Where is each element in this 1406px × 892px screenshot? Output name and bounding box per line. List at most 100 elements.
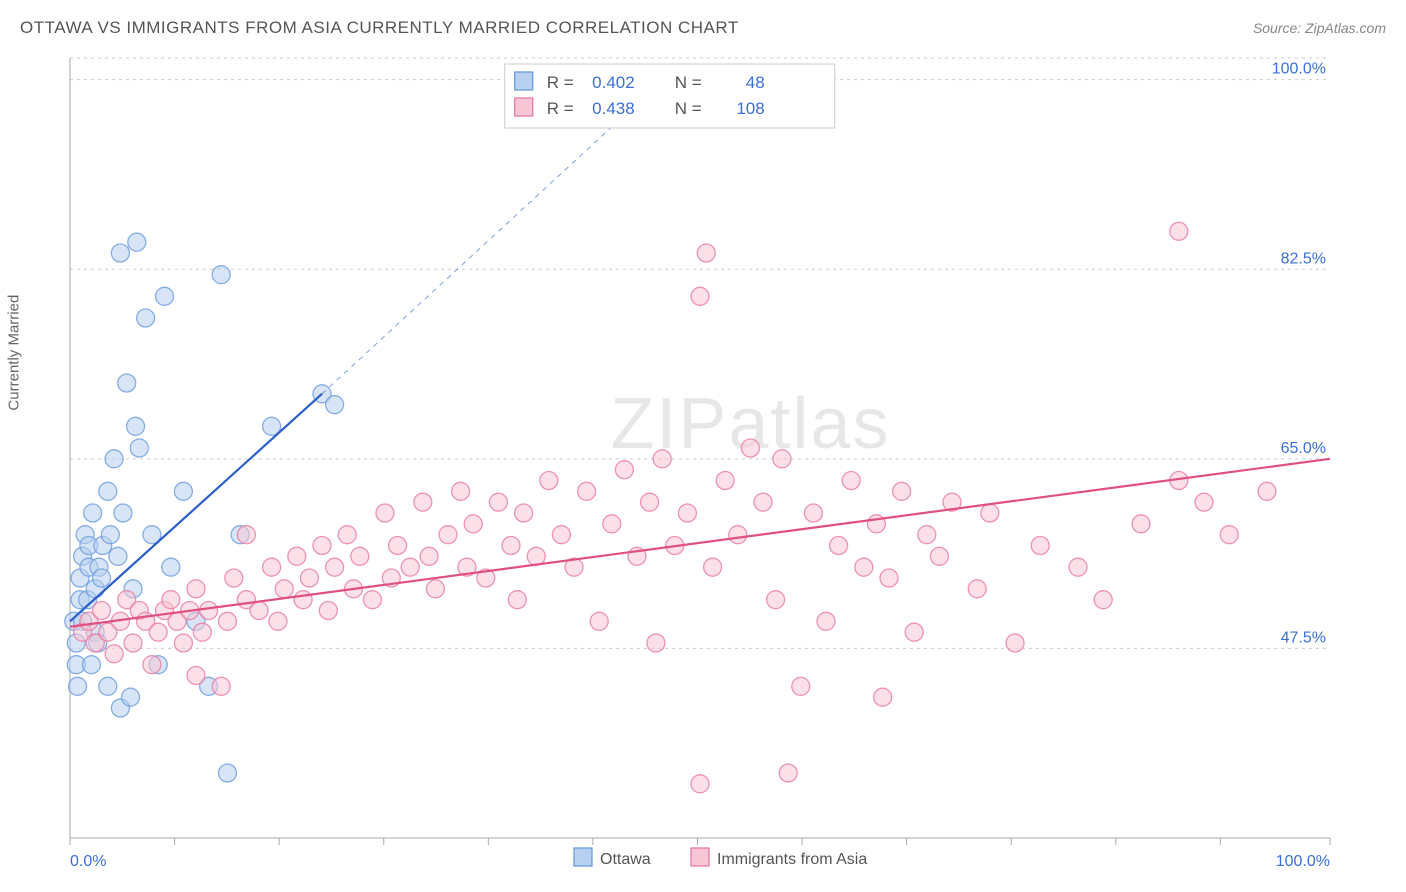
data-point xyxy=(111,244,129,262)
data-point xyxy=(93,569,111,587)
data-point xyxy=(1031,537,1049,555)
data-point xyxy=(294,591,312,609)
data-point xyxy=(389,537,407,555)
data-point xyxy=(981,504,999,522)
data-point xyxy=(363,591,381,609)
legend-r-label: R = xyxy=(547,73,574,92)
data-point xyxy=(842,472,860,490)
data-point xyxy=(187,580,205,598)
data-point xyxy=(156,287,174,305)
data-point xyxy=(326,396,344,414)
data-point xyxy=(603,515,621,533)
data-point xyxy=(855,558,873,576)
legend-n-label: N = xyxy=(675,73,702,92)
data-point xyxy=(653,450,671,468)
data-point xyxy=(817,612,835,630)
data-point xyxy=(82,656,100,674)
data-point xyxy=(326,558,344,576)
data-point xyxy=(804,504,822,522)
data-point xyxy=(174,482,192,500)
data-point xyxy=(109,547,127,565)
data-point xyxy=(515,504,533,522)
data-point xyxy=(678,504,696,522)
data-point xyxy=(149,623,167,641)
data-point xyxy=(99,677,117,695)
data-point xyxy=(420,547,438,565)
data-point xyxy=(105,450,123,468)
y-gridline-label: 82.5% xyxy=(1281,250,1326,267)
data-point xyxy=(219,764,237,782)
data-point xyxy=(288,547,306,565)
x-axis-label: 0.0% xyxy=(70,853,106,870)
correlation-scatter-chart: 100.0%82.5%65.0%47.5%ZIPatlas0.0%100.0%R… xyxy=(20,48,1386,872)
y-gridline-label: 100.0% xyxy=(1272,61,1326,78)
data-point xyxy=(414,493,432,511)
data-point xyxy=(376,504,394,522)
legend-n-label: N = xyxy=(675,99,702,118)
data-point xyxy=(143,656,161,674)
data-point xyxy=(162,591,180,609)
data-point xyxy=(918,526,936,544)
data-point xyxy=(1220,526,1238,544)
data-point xyxy=(641,493,659,511)
legend-swatch xyxy=(515,72,533,90)
data-point xyxy=(313,537,331,555)
series-legend-label: Ottawa xyxy=(600,851,651,868)
data-point xyxy=(527,547,545,565)
data-point xyxy=(174,634,192,652)
data-point xyxy=(439,526,457,544)
y-axis-label: Currently Married xyxy=(6,295,23,411)
data-point xyxy=(968,580,986,598)
data-point xyxy=(905,623,923,641)
data-point xyxy=(716,472,734,490)
data-point xyxy=(691,775,709,793)
data-point xyxy=(767,591,785,609)
data-point xyxy=(128,233,146,251)
data-point xyxy=(779,764,797,782)
series-legend-swatch xyxy=(691,848,709,866)
data-point xyxy=(275,580,293,598)
data-point xyxy=(237,526,255,544)
data-point xyxy=(93,602,111,620)
data-point xyxy=(426,580,444,598)
data-point xyxy=(351,547,369,565)
data-point xyxy=(130,439,148,457)
data-point xyxy=(540,472,558,490)
data-point xyxy=(187,667,205,685)
legend-n-value: 108 xyxy=(736,99,764,118)
legend-swatch xyxy=(515,98,533,116)
legend-r-label: R = xyxy=(547,99,574,118)
data-point xyxy=(489,493,507,511)
data-point xyxy=(225,569,243,587)
data-point xyxy=(114,504,132,522)
data-point xyxy=(691,287,709,305)
data-point xyxy=(319,602,337,620)
chart-title: OTTAWA VS IMMIGRANTS FROM ASIA CURRENTLY… xyxy=(20,18,739,38)
data-point xyxy=(502,537,520,555)
series-legend-swatch xyxy=(574,848,592,866)
data-point xyxy=(578,482,596,500)
data-point xyxy=(880,569,898,587)
data-point xyxy=(1170,222,1188,240)
data-point xyxy=(105,645,123,663)
data-point xyxy=(1258,482,1276,500)
data-point xyxy=(269,612,287,630)
data-point xyxy=(773,450,791,468)
data-point xyxy=(219,612,237,630)
data-point xyxy=(1006,634,1024,652)
data-point xyxy=(338,526,356,544)
data-point xyxy=(792,677,810,695)
data-point xyxy=(704,558,722,576)
data-point xyxy=(874,688,892,706)
data-point xyxy=(300,569,318,587)
data-point xyxy=(615,461,633,479)
data-point xyxy=(1132,515,1150,533)
data-point xyxy=(508,591,526,609)
y-gridline-label: 65.0% xyxy=(1281,440,1326,457)
data-point xyxy=(754,493,772,511)
x-axis-label: 100.0% xyxy=(1276,853,1330,870)
data-point xyxy=(590,612,608,630)
data-point xyxy=(697,244,715,262)
legend-r-value: 0.402 xyxy=(592,73,635,92)
data-point xyxy=(741,439,759,457)
